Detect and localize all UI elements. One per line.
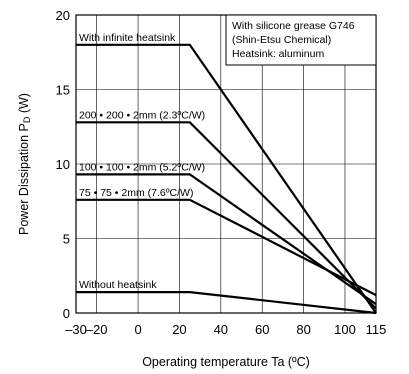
x-tick-label: 100 [334, 322, 356, 337]
series-label: With infinite heatsink [79, 32, 176, 44]
y-axis-title-unit: (W) [17, 93, 31, 117]
y-tick-label: 10 [56, 157, 70, 172]
y-tick-label: 5 [63, 232, 70, 247]
series-labels: With infinite heatsink 200 • 200 • 2mm (2… [79, 32, 205, 291]
series-lines [76, 43, 377, 315]
annotation-box: With silicone grease G746 (Shin-Etsu Che… [225, 14, 377, 66]
series-label: 100 • 100 • 2mm (5.2ºC/W) [79, 161, 205, 173]
x-tick-label: 115 [366, 322, 387, 337]
x-tick-label: –20 [86, 322, 108, 337]
series-label: 200 • 200 • 2mm (2.3ºC/W) [79, 109, 205, 121]
series-label: Without heatsink [79, 279, 157, 291]
y-axis-title-main: Power Dissipation P [17, 123, 31, 235]
annotation-box-frame [225, 14, 377, 66]
series-line [76, 198, 377, 297]
series-line [76, 43, 377, 314]
series-line [76, 173, 377, 306]
series-label: 75 • 75 • 2mm (7.6ºC/W) [79, 187, 193, 199]
x-tick-label: 80 [296, 322, 310, 337]
y-tick-label: 0 [63, 306, 70, 321]
annotation-line: (Shin-Etsu Chemical) [232, 34, 331, 46]
annotation-line: Heatsink: aluminum [232, 48, 324, 60]
annotation-line: With silicone grease G746 [232, 20, 355, 32]
x-tick-label: 40 [214, 322, 228, 337]
y-tick-label: 20 [56, 8, 70, 23]
y-axis-title-subscript: D [22, 116, 32, 123]
series-line [76, 121, 377, 310]
x-axis-title: Operating temperature Ta (ºC) [142, 355, 310, 369]
y-tick-label: 15 [56, 83, 70, 98]
series-line [76, 291, 377, 315]
x-tick-labels: –30–20 0 20 40 60 80 100 115 [65, 322, 386, 337]
y-axis-title: Power Dissipation PD (W) [17, 93, 32, 235]
x-tick-label: 60 [255, 322, 269, 337]
x-tick-label: 0 [134, 322, 141, 337]
x-tick-label: –30 [65, 322, 87, 337]
x-tick-label: 20 [172, 322, 186, 337]
y-tick-labels: 0 5 10 15 20 [56, 8, 70, 321]
